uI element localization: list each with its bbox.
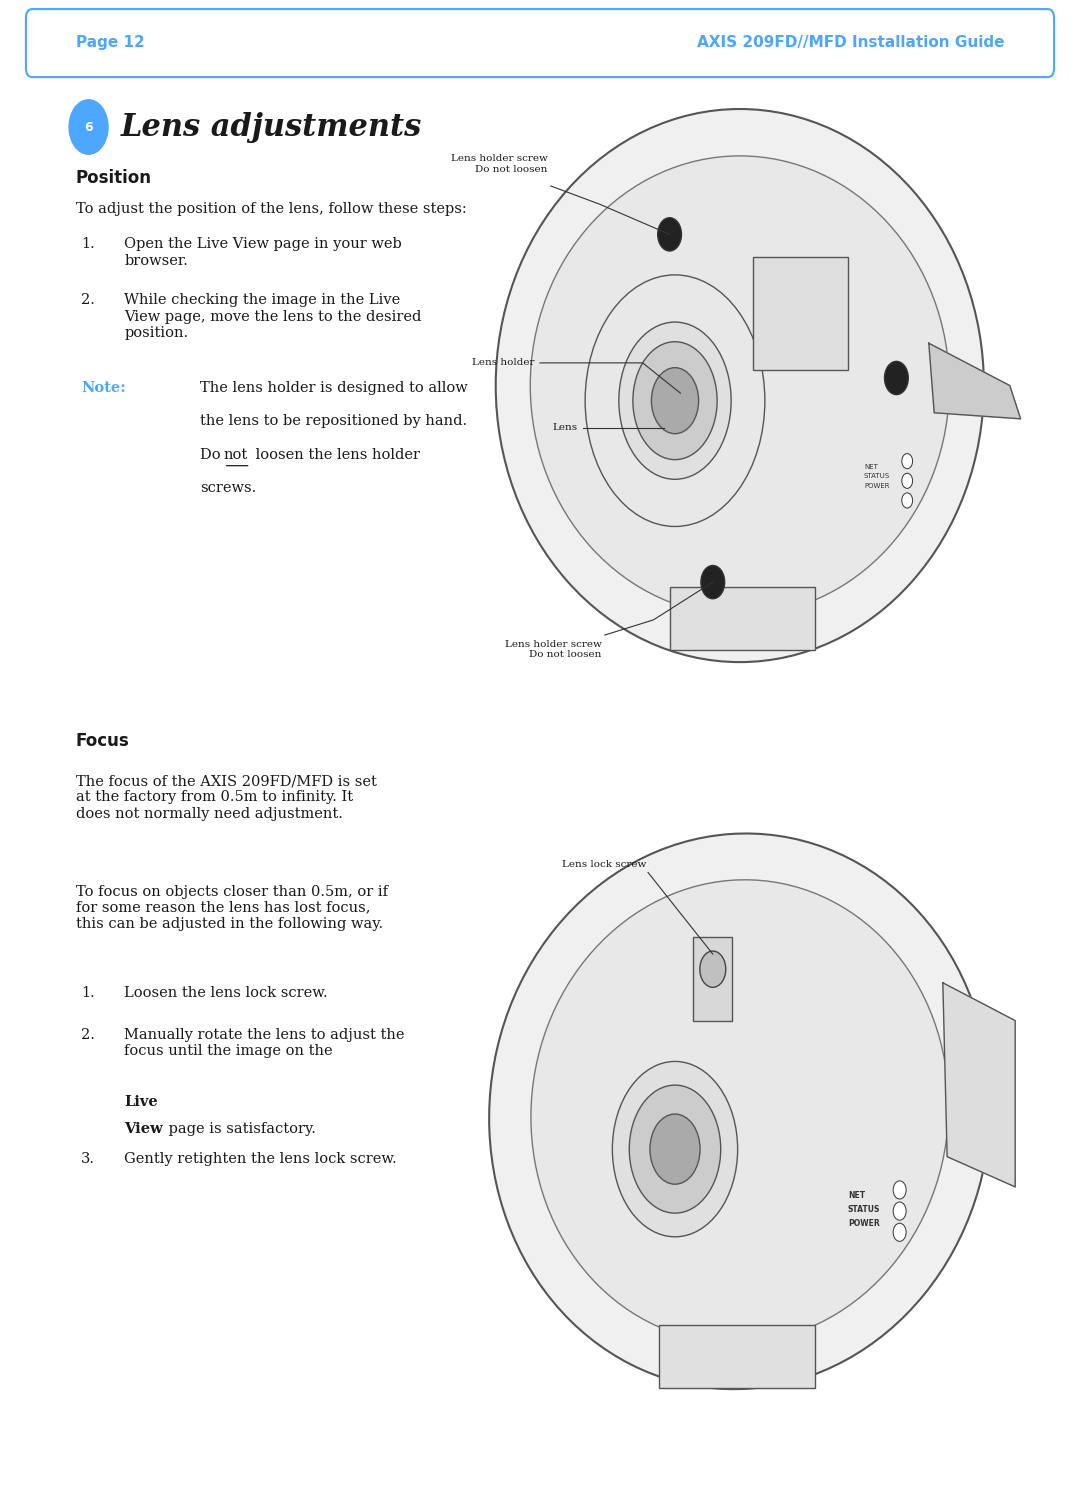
Circle shape: [701, 565, 725, 599]
Ellipse shape: [489, 833, 990, 1390]
Circle shape: [902, 493, 913, 508]
Circle shape: [619, 322, 731, 479]
Bar: [753, 257, 848, 370]
Polygon shape: [929, 343, 1021, 419]
Circle shape: [700, 951, 726, 987]
Text: Loosen the lens lock screw.: Loosen the lens lock screw.: [124, 986, 328, 999]
Text: The focus of the AXIS 209FD/MFD is set
at the factory from 0.5m to infinity. It
: The focus of the AXIS 209FD/MFD is set a…: [76, 774, 377, 821]
Circle shape: [651, 367, 699, 434]
Text: Note:: Note:: [81, 381, 125, 395]
Text: screws.: screws.: [200, 481, 256, 494]
Ellipse shape: [531, 880, 948, 1343]
Circle shape: [893, 1223, 906, 1241]
Bar: [693, 937, 732, 1021]
Text: To adjust the position of the lens, follow these steps:: To adjust the position of the lens, foll…: [76, 201, 467, 216]
Ellipse shape: [496, 109, 984, 662]
Circle shape: [630, 1086, 720, 1213]
Polygon shape: [943, 983, 1015, 1187]
Circle shape: [885, 361, 908, 395]
Text: 6: 6: [84, 121, 93, 133]
Text: While checking the image in the Live
View page, move the lens to the desired
pos: While checking the image in the Live Vie…: [124, 293, 421, 340]
Text: The lens holder is designed to allow: The lens holder is designed to allow: [200, 381, 468, 395]
Text: To focus on objects closer than 0.5m, or if
for some reason the lens has lost fo: To focus on objects closer than 0.5m, or…: [76, 885, 388, 931]
Bar: [659, 1325, 815, 1388]
Text: NET
STATUS
POWER: NET STATUS POWER: [848, 1191, 880, 1228]
Circle shape: [69, 100, 108, 154]
Text: 2.: 2.: [81, 1028, 95, 1042]
Text: 1.: 1.: [81, 986, 95, 999]
Text: Manually rotate the lens to adjust the
focus until the image on the: Manually rotate the lens to adjust the f…: [124, 1028, 405, 1058]
Text: Do: Do: [200, 448, 225, 461]
Circle shape: [633, 342, 717, 460]
Text: 3.: 3.: [81, 1152, 95, 1166]
Text: 2.: 2.: [81, 293, 95, 307]
Text: 1.: 1.: [81, 237, 95, 251]
Text: not: not: [224, 448, 247, 461]
FancyBboxPatch shape: [26, 9, 1054, 77]
Text: View: View: [124, 1122, 163, 1136]
Text: Focus: Focus: [76, 732, 130, 750]
Text: Position: Position: [76, 169, 151, 187]
Text: page is satisfactory.: page is satisfactory.: [164, 1122, 316, 1136]
Text: Lens adjustments: Lens adjustments: [121, 112, 422, 142]
Text: Live: Live: [124, 1095, 158, 1108]
Text: Lens lock screw: Lens lock screw: [562, 860, 646, 869]
Text: Open the Live View page in your web
browser.: Open the Live View page in your web brow…: [124, 237, 402, 268]
Text: Lens holder: Lens holder: [472, 358, 535, 367]
Bar: [670, 587, 815, 650]
Text: AXIS 209FD//MFD Installation Guide: AXIS 209FD//MFD Installation Guide: [697, 35, 1004, 50]
Text: Lens: Lens: [553, 423, 578, 432]
Text: Page 12: Page 12: [76, 35, 145, 50]
Ellipse shape: [530, 156, 949, 615]
Circle shape: [902, 473, 913, 488]
Text: Gently retighten the lens lock screw.: Gently retighten the lens lock screw.: [124, 1152, 397, 1166]
Text: loosen the lens holder: loosen the lens holder: [251, 448, 419, 461]
Text: NET
STATUS
POWER: NET STATUS POWER: [864, 464, 890, 488]
Circle shape: [893, 1202, 906, 1220]
Circle shape: [658, 218, 681, 251]
Circle shape: [893, 1181, 906, 1199]
Text: Lens holder screw
Do not loosen: Lens holder screw Do not loosen: [504, 640, 602, 659]
Text: the lens to be repositioned by hand.: the lens to be repositioned by hand.: [200, 414, 467, 428]
Circle shape: [650, 1114, 700, 1184]
Circle shape: [612, 1061, 738, 1237]
Text: Lens holder screw
Do not loosen: Lens holder screw Do not loosen: [450, 154, 548, 174]
Circle shape: [902, 454, 913, 469]
